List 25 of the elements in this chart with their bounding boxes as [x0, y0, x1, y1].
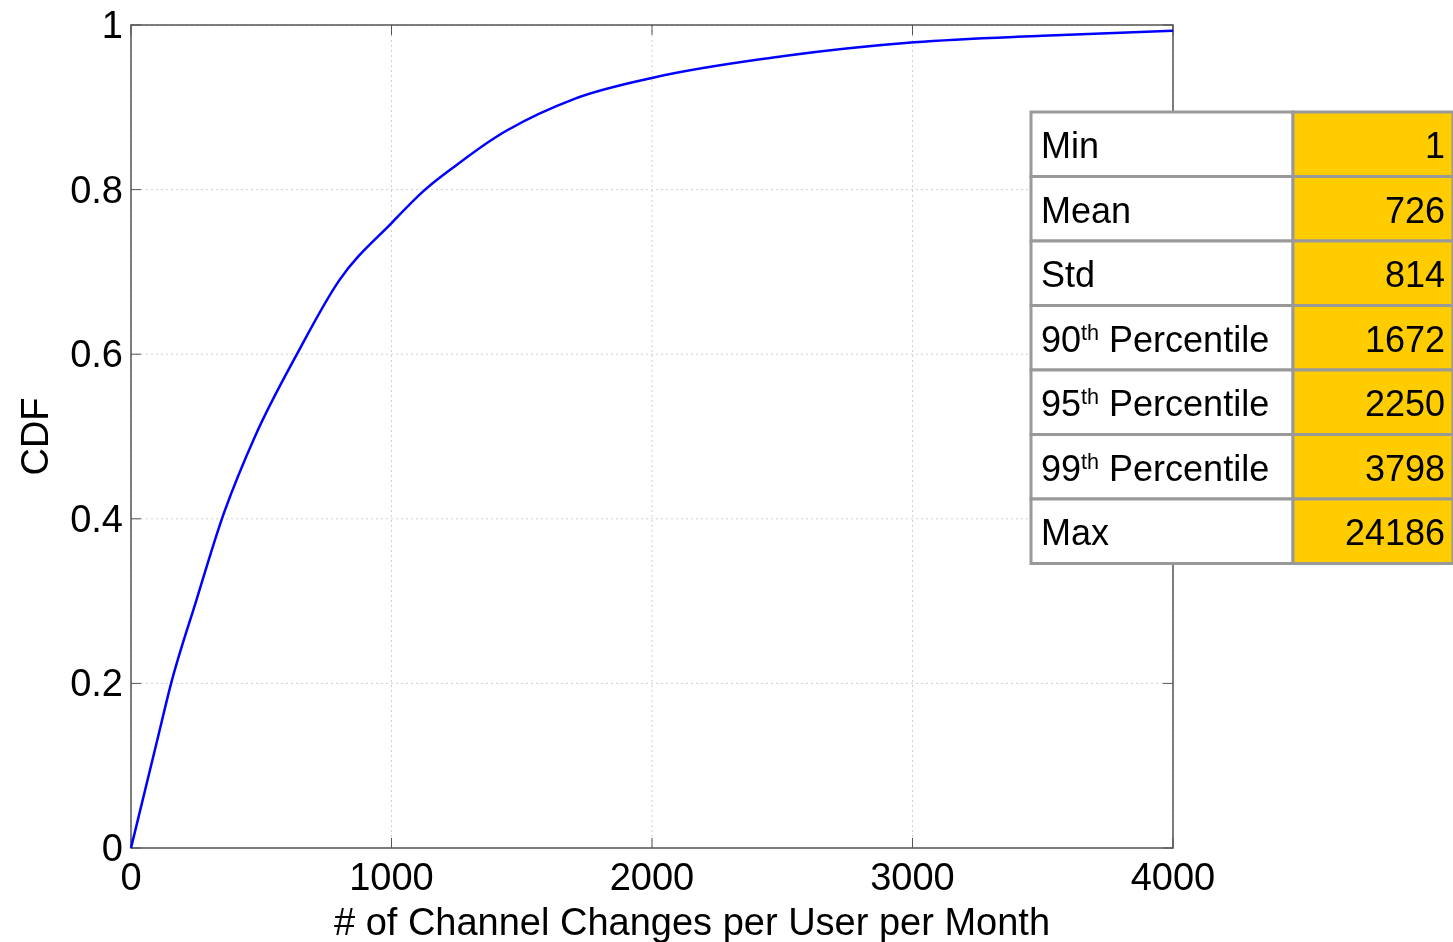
- data-label: 1: [1424, 125, 1445, 166]
- y-tick-label: 0.6: [70, 333, 123, 376]
- data-label: 3798: [1364, 447, 1445, 489]
- category-label: 99$^{th}$ Percentile: [1041, 447, 1270, 489]
- category-label: Min: [1041, 125, 1100, 166]
- x-tick-label: 1000: [349, 856, 434, 898]
- y-tick-label: 0.8: [70, 168, 123, 211]
- category-label: Max: [1041, 512, 1110, 553]
- category-label: Mean: [1041, 189, 1132, 231]
- data-label: 1672: [1364, 318, 1445, 360]
- y-tick-label: 0.2: [70, 662, 123, 705]
- data-label: 814: [1384, 254, 1445, 295]
- x-tick-label: 4000: [1130, 856, 1216, 898]
- data-label: 2250: [1364, 383, 1445, 424]
- x-tick-label: 3000: [870, 856, 955, 898]
- category-label: 95$^{th}$ Percentile: [1041, 383, 1270, 424]
- data-label: 726: [1384, 189, 1445, 231]
- x-tick-label: 2000: [609, 856, 695, 898]
- category-label: 90$^{th}$ Percentile: [1041, 318, 1270, 360]
- category-label: Std: [1041, 254, 1096, 295]
- y-axis-title: CDF: [14, 397, 56, 476]
- y-tick-label: 0: [101, 827, 123, 869]
- data-label: 24186: [1344, 512, 1445, 553]
- y-tick-label: 1: [101, 4, 123, 46]
- y-tick-label: 0.4: [70, 497, 123, 540]
